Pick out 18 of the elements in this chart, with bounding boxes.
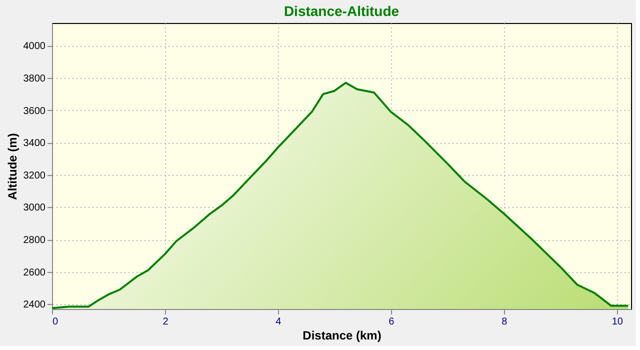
chart-title: Distance-Altitude [284,3,400,19]
x-tick-label: 8 [502,316,508,328]
y-tick-label: 2800 [23,235,46,246]
y-tick-label: 2400 [23,300,46,311]
x-tick-label: 4 [276,316,282,328]
y-tick-label: 2600 [23,267,46,278]
x-tick-label: 0 [52,316,58,328]
y-axis-title: Altitude (m) [5,133,20,200]
y-tick-label: 3800 [23,73,46,84]
y-tick-label: 3400 [23,138,46,150]
y-tick-label: 3200 [23,170,46,182]
x-axis-title: Distance (km) [302,328,382,342]
y-tick-label: 3600 [23,106,46,117]
y-tick-label: 4000 [23,41,46,52]
x-tick-label: 10 [612,316,624,328]
x-tick-label: 6 [388,316,395,328]
x-tick-label: 2 [162,316,169,328]
y-tick-label: 3000 [23,202,46,214]
